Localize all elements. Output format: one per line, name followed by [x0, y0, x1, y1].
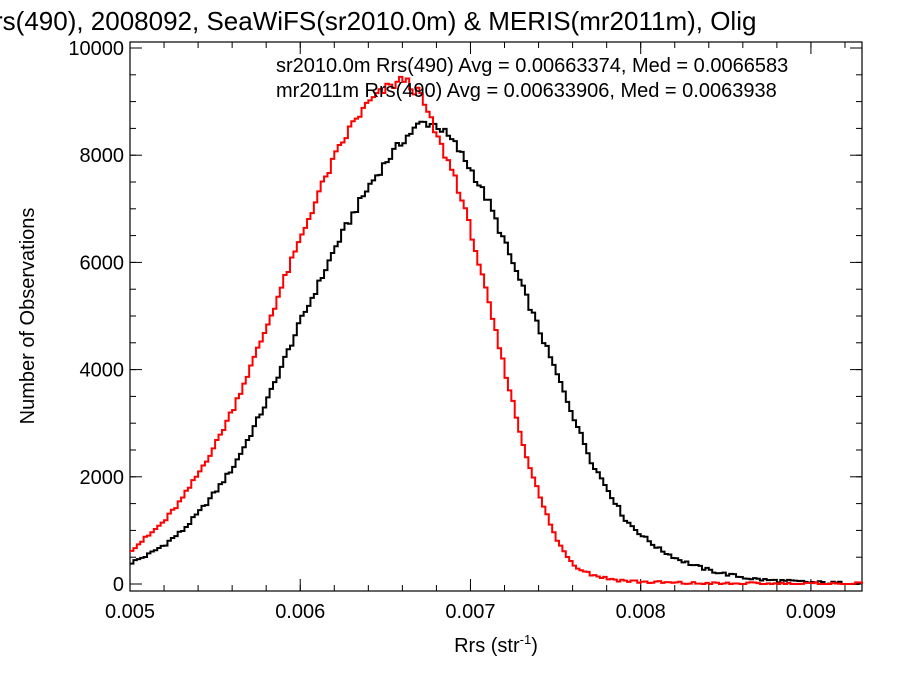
- x-tick-label: 0.008: [616, 601, 666, 623]
- annotations: sr2010.0m Rrs(490) Avg = 0.00663374, Med…: [276, 55, 788, 102]
- y-tick-label: 8000: [80, 145, 125, 167]
- y-axis-label: Number of Observations: [17, 208, 39, 425]
- series-layer: [130, 75, 863, 585]
- x-tick-label: 0.005: [105, 601, 155, 623]
- x-axis-label-superscript: -1: [520, 632, 532, 647]
- stats-annotation-1: sr2010.0m Rrs(490) Avg = 0.00663374, Med…: [276, 55, 788, 77]
- y-tick-label: 0: [113, 574, 124, 596]
- x-axis-label-main: Rrs (str: [454, 635, 520, 657]
- y-tick-label: 10000: [68, 38, 124, 60]
- y-tick-label: 2000: [80, 467, 125, 489]
- y-tick-label: 6000: [80, 252, 125, 274]
- y-tick-label: 4000: [80, 360, 125, 382]
- stats-annotation-2: mr2011m Rrs(490) Avg = 0.00633906, Med =…: [276, 80, 777, 102]
- x-tick-label: 0.007: [445, 601, 495, 623]
- series-line-1: [130, 120, 863, 585]
- plot-frame: [129, 41, 863, 592]
- x-tick-label: 0.009: [786, 601, 836, 623]
- axis-ticks: 0.005 0.006 0.007 0.008 0.009 0 2000 4000 6000 80…: [68, 38, 862, 623]
- x-tick-label: 0.006: [275, 601, 325, 623]
- x-axis-label-end: ): [531, 635, 538, 657]
- series-line-2: [130, 75, 863, 585]
- x-axis-label: Rrs (str-1): [454, 632, 538, 657]
- chart-title: rs(490), 2008092, SeaWiFS(sr2010.0m) & M…: [0, 6, 756, 36]
